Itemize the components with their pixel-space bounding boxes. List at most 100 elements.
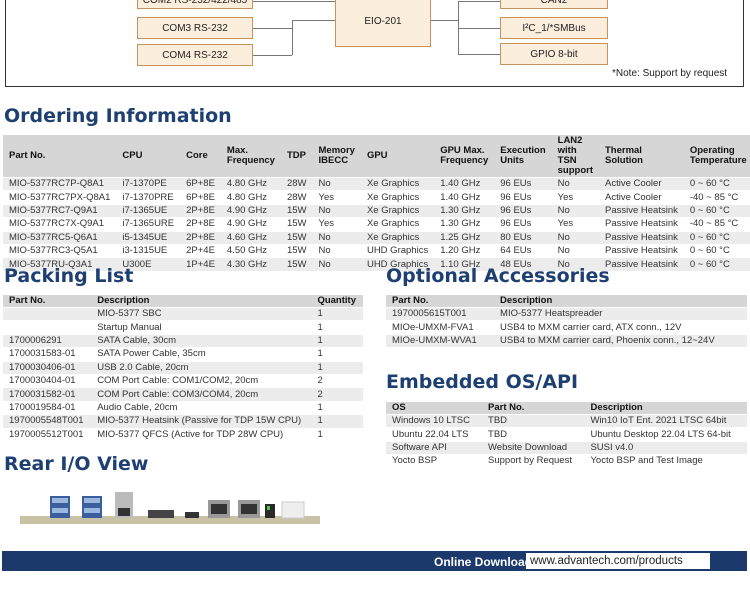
column-header: Core [180,135,221,178]
rear-io-image [20,492,320,524]
table-cell: TBD [482,427,585,442]
table-cell: 4.90 GHz [220,204,281,219]
table-row: MIOe-UMXM-FVA1 USB4 to MXM carrier card, … [386,320,747,335]
table-cell: 1 [311,347,363,362]
table-cell: Yocto BSP [386,454,483,469]
table-row: 1700030404-01 COM Port Cable: COM1/COM2, … [3,374,363,389]
table-cell: 1 [311,361,363,375]
table-cell: Xe Graphics [360,231,435,245]
table-row: Software API Website Download SUSI v4.0 [386,441,747,456]
table-row: 1700031583-01 SATA Power Cable, 35cm 1 [3,347,363,362]
table-cell: Win10 IoT Ent. 2021 LTSC 64bit [584,414,747,429]
table-cell: Support by Request [482,454,585,469]
footer-url[interactable]: www.advantech.com/products [526,553,710,569]
table-cell: Xe Graphics [360,177,435,192]
table-cell: 1.40 GHz [434,190,495,205]
table-cell: Software API [386,441,483,456]
table-row: 1700031582-01 COM Port Cable: COM3/COM4, … [3,387,363,402]
table-cell: 15W [280,257,313,272]
table-cell: No [312,257,361,272]
section-title: Rear I/O View [4,453,149,475]
column-header: Part No. [482,402,585,415]
table-cell: MIO-5377RC5-Q6A1 [3,231,117,245]
table-cell: 96 EUs [494,217,552,232]
table-cell: 15W [280,204,313,219]
table-cell: Yocto BSP and Test Image [584,454,747,469]
table-cell: U300E [116,257,181,272]
table-cell: 6P+8E [180,177,221,192]
footer-label: Online Download [434,555,532,569]
diagram-frame [5,0,744,87]
table-cell: Passive Heatsink [598,257,684,272]
column-header: Description [91,295,312,308]
table-cell: 1.40 GHz [434,177,495,192]
column-header: LAN2 with TSN support [551,135,599,178]
table-row: 1700006291 SATA Cable, 30cm 1 [3,334,363,349]
table-cell: 15W [280,244,313,259]
table-cell: 4.80 GHz [220,177,281,192]
table-cell: Ubuntu 22.04 LTS [386,427,483,442]
column-header: OS [386,402,483,415]
table-cell: 80 EUs [494,231,552,245]
diagram-box: COM4 RS-232 [137,44,253,66]
table-cell: 1P+4E [180,257,221,272]
table-cell: COM Port Cable: COM1/COM2, 20cm [91,374,312,389]
table-cell: UHD Graphics [360,257,435,272]
column-header: Execution Units [494,135,552,178]
table-cell: 1 [311,414,363,429]
table-cell: 1970005548T001 [3,414,92,429]
section-title: Optional Accessories [386,265,610,287]
header-row: Part No. Description Quantity [3,295,363,308]
table-cell: 4.50 GHz [220,244,281,259]
diagram-box: EIO-201 [335,0,431,47]
diagram-box: CAN2 [500,0,608,9]
table-cell: i7-1370PE [116,177,181,192]
table-cell: 0 ~ 60 °C [683,231,750,245]
table-cell: Passive Heatsink [598,217,684,232]
table-row: MIO-5377RC5-Q6A1 i5-1345UE 2P+8E 4.60 GHz 15… [3,231,750,245]
table-cell: 4.30 GHz [220,257,281,272]
table-cell: USB4 to MXM carrier card, ATX conn., 12V [494,320,747,335]
table-cell: Xe Graphics [360,190,435,205]
table-cell: 15W [280,231,313,245]
table-cell: 2 [311,374,363,389]
table-cell: Startup Manual [91,320,312,335]
ordering-table: Part No. CPU Core Max. Frequency TDP Memory I… [3,135,750,272]
table-cell: Xe Graphics [360,204,435,219]
table-cell: COM Port Cable: COM3/COM4, 20cm [91,387,312,402]
table-cell: 48 EUs [494,257,552,272]
table-cell: USB 2.0 Cable, 20cm [91,361,312,375]
table-cell: -40 ~ 85 °C [683,217,750,232]
section-title: Packing List [4,265,134,287]
table-cell: 6P+8E [180,190,221,205]
table-cell: Yes [312,217,361,232]
table-cell: MIO-5377 Heatsink (Passive for TDP 15W C… [91,414,312,429]
table-cell: No [312,204,361,219]
table-cell: No [312,231,361,245]
table-cell: MIO-5377RC7PX-Q8A1 [3,190,117,205]
table-cell: 96 EUs [494,177,552,192]
column-header: Description [494,295,747,308]
table-cell: 2P+8E [180,204,221,219]
table-cell: 1700030404-01 [3,374,92,389]
table-cell: MIO-5377RU-Q3A1 [3,257,117,272]
table-cell: Xe Graphics [360,217,435,232]
diagram-box: GPIO 8-bit [500,43,608,65]
table-cell: Active Cooler [598,190,684,205]
table-cell: Audio Cable, 20cm [91,401,312,416]
table-row: MIO-5377RC3-Q5A1 i3-1315UE 2P+4E 4.50 GHz 15… [3,244,750,259]
table-cell: 0 ~ 60 °C [683,244,750,259]
table-cell: MIO-5377 SBC [91,307,312,322]
table-cell: 1.20 GHz [434,244,495,259]
table-cell: 1.30 GHz [434,217,495,232]
table-cell: Windows 10 LTSC [386,414,483,429]
table-cell: No [551,204,599,219]
table-cell: 28W [280,177,313,192]
column-header: Operating Temperature [683,135,750,178]
table-cell: No [551,244,599,259]
column-header: Part No. [3,135,117,178]
table-cell: Active Cooler [598,177,684,192]
table-row: MIOe-UMXM-WVA1 USB4 to MXM carrier card, … [386,334,747,349]
column-header: Max. Frequency [220,135,281,178]
